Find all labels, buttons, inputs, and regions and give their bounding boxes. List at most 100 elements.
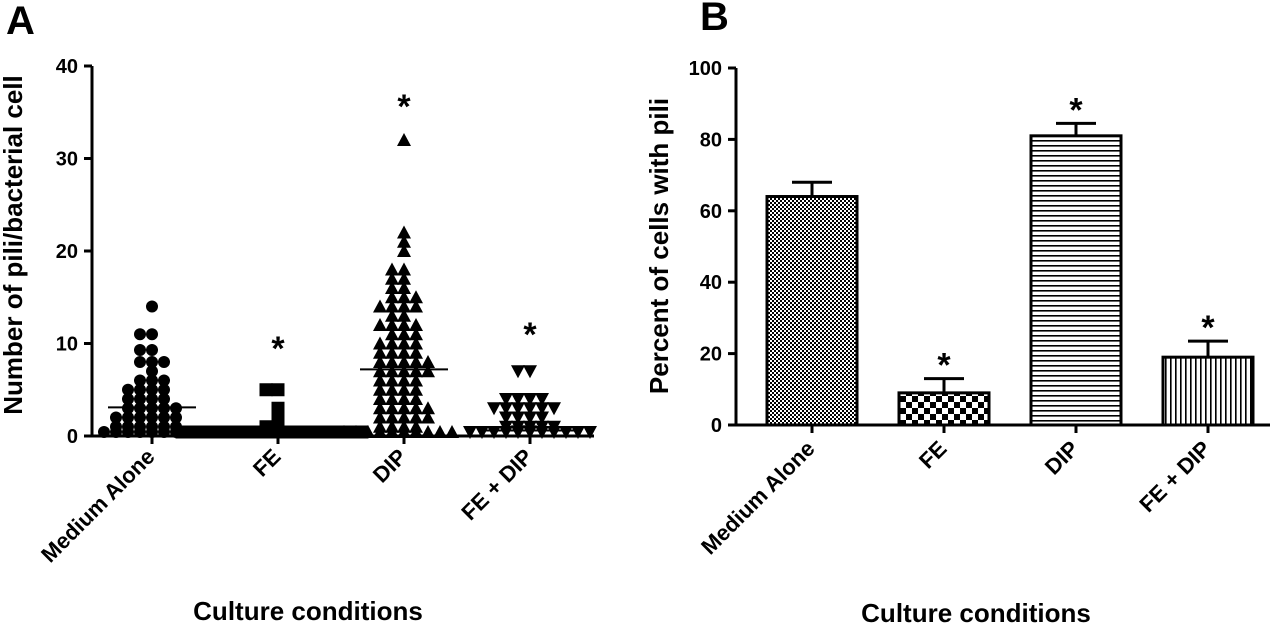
panel-a-y-ticks: 0 10 20 30 40	[56, 56, 532, 448]
point-dip	[397, 299, 411, 313]
point-dip	[397, 133, 411, 146]
point-medium-alone	[158, 426, 170, 438]
point-fe	[211, 425, 225, 439]
point-medium-alone	[122, 383, 134, 396]
point-dip	[385, 281, 399, 294]
point-dip	[373, 373, 387, 387]
point-medium-alone	[146, 328, 158, 341]
point-dip	[397, 234, 411, 248]
point-dip	[397, 281, 411, 294]
point-dip	[337, 425, 351, 438]
point-dip	[409, 327, 423, 341]
point-medium-alone	[134, 383, 146, 396]
point-dip	[373, 345, 387, 359]
point-dip	[385, 355, 399, 368]
point-dip	[373, 410, 387, 424]
point-dip	[385, 290, 399, 304]
panel-a-y-tick-label: 0	[67, 426, 78, 448]
point-fe	[223, 425, 237, 439]
panel-b-significance-star: *	[937, 347, 951, 385]
point-dip	[385, 425, 399, 438]
panel-a-points	[98, 133, 597, 439]
point-fe	[307, 425, 321, 439]
point-medium-alone	[134, 374, 146, 387]
point-dip	[409, 355, 423, 368]
point-dip	[385, 382, 399, 396]
point-dip	[385, 327, 399, 341]
point-dip	[421, 425, 435, 438]
point-fe-dip	[547, 426, 561, 439]
point-dip	[397, 401, 411, 415]
bar-fe-dip	[1161, 355, 1255, 427]
point-fe-dip	[463, 426, 477, 439]
point-dip	[409, 382, 423, 396]
point-fe	[175, 425, 189, 439]
panel-a: A Number of pili/bacterial cell Culture …	[0, 0, 597, 624]
point-fe-dip	[535, 426, 549, 439]
panel-a-x-axis-title: Culture conditions	[193, 596, 423, 624]
point-fe-dip	[475, 426, 489, 439]
point-medium-alone	[134, 411, 146, 424]
point-medium-alone	[98, 426, 110, 438]
bar-fe	[897, 391, 991, 427]
point-dip	[409, 373, 423, 387]
bar-medium-alone	[765, 195, 859, 427]
point-dip	[397, 392, 411, 405]
panel-a-label: A	[6, 0, 35, 43]
point-dip	[385, 318, 399, 331]
point-medium-alone	[134, 328, 146, 341]
point-medium-alone	[134, 393, 146, 405]
panel-b-category-label: FE	[914, 436, 952, 474]
point-medium-alone	[134, 343, 146, 356]
point-medium-alone	[158, 411, 170, 424]
panel-b-x-axis-title: Culture conditions	[861, 598, 1091, 624]
point-dip	[397, 262, 411, 276]
point-dip	[373, 336, 387, 350]
point-dip	[397, 225, 411, 239]
point-medium-alone	[110, 411, 122, 424]
point-fe-dip	[511, 393, 525, 406]
point-medium-alone	[122, 411, 134, 424]
point-dip	[385, 401, 399, 415]
point-fe-dip	[511, 426, 525, 439]
panel-a-y-tick-label: 30	[56, 149, 78, 171]
panel-a-significance-star: *	[523, 316, 537, 354]
point-medium-alone	[158, 374, 170, 387]
point-dip	[397, 244, 411, 257]
point-dip	[385, 345, 399, 359]
point-dip	[361, 425, 375, 438]
point-dip	[349, 425, 363, 438]
point-fe	[319, 425, 333, 439]
point-fe-dip	[511, 411, 525, 425]
point-dip	[397, 327, 411, 341]
point-fe	[187, 425, 201, 439]
point-fe-dip	[523, 393, 537, 406]
point-dip	[409, 410, 423, 424]
point-fe-dip	[571, 426, 585, 439]
point-fe-dip	[535, 402, 549, 416]
point-fe	[247, 425, 261, 439]
point-fe-dip	[487, 402, 501, 416]
panel-b-error-bars	[792, 121, 1228, 393]
point-fe	[271, 425, 285, 439]
point-fe	[271, 383, 285, 397]
panel-b-y-tick-label: 100	[689, 58, 722, 80]
point-dip	[385, 373, 399, 387]
point-dip	[385, 364, 399, 378]
point-dip	[409, 425, 423, 438]
point-dip	[397, 318, 411, 331]
point-fe-dip	[535, 393, 549, 406]
point-dip	[409, 345, 423, 359]
point-dip	[385, 336, 399, 350]
point-fe-dip	[523, 365, 537, 379]
point-medium-alone	[146, 411, 158, 424]
point-medium-alone	[110, 426, 122, 438]
point-dip	[409, 401, 423, 415]
point-dip	[373, 392, 387, 405]
point-fe-dip	[523, 411, 537, 425]
point-dip	[385, 392, 399, 405]
panel-b-y-tick-label: 60	[700, 201, 722, 223]
panel-a-significance: * * *	[271, 88, 537, 368]
point-dip	[409, 290, 423, 304]
